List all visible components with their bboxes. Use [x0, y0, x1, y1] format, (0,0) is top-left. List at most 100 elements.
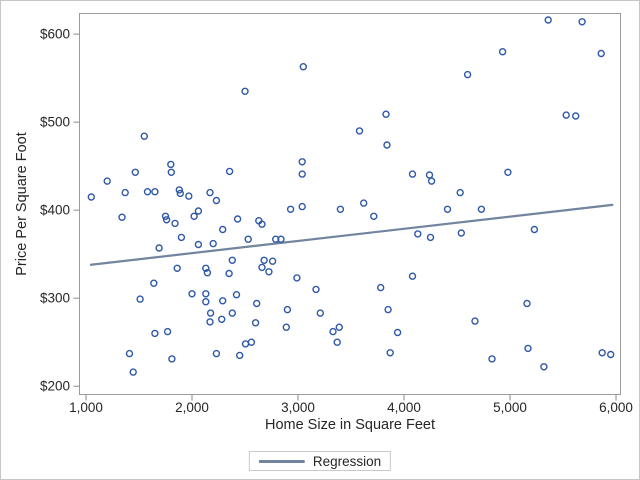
scatter-point [203, 269, 212, 277]
scatter-point [143, 187, 152, 196]
scatter-point [140, 132, 149, 140]
scatter-point [177, 233, 186, 242]
scatter-point [393, 328, 402, 337]
scatter-point [175, 186, 184, 194]
scatter-point [463, 70, 472, 79]
scatter-point [103, 177, 111, 185]
legend-label: Regression [312, 453, 382, 469]
scatter-point [171, 219, 179, 228]
scatter-point [336, 205, 345, 214]
x-tick-label: 3,000 [281, 400, 315, 415]
scatter-point [167, 168, 176, 177]
scatter-point [233, 215, 242, 223]
scatter-point [225, 167, 234, 176]
scatter-point [384, 305, 392, 314]
scatter-point [498, 48, 507, 56]
scatter-point [377, 283, 385, 292]
scatter-point [427, 177, 436, 185]
scatter-point [121, 188, 129, 197]
x-tick-label: 6,000 [599, 400, 633, 415]
scatter-point [277, 235, 285, 243]
scatter-point [333, 338, 341, 346]
scatter-point [426, 233, 435, 242]
scatter-point [225, 269, 233, 278]
scatter-point [168, 355, 176, 363]
x-axis-title: Home Size in Square Feet [264, 417, 436, 433]
scatter-point [251, 319, 260, 327]
scatter-point [443, 205, 452, 214]
scatter-point [212, 196, 221, 205]
scatter-point [155, 244, 163, 252]
scatter-point [329, 327, 337, 336]
scatter-point [87, 193, 96, 201]
scatter-point [194, 207, 203, 215]
y-tick-label: $300 [40, 291, 70, 306]
scatter-point [272, 235, 280, 243]
scatter-point [212, 349, 221, 358]
scatter-point [241, 340, 250, 348]
scatter-point [232, 291, 241, 299]
scatter-point [218, 225, 227, 234]
y-tick-label: $500 [40, 115, 70, 130]
scatter-point [477, 205, 486, 214]
scatter-point [131, 168, 140, 177]
scatter-point [209, 239, 217, 248]
scatter-point [360, 199, 368, 207]
scatter-point [286, 205, 295, 214]
scatter-point [298, 170, 306, 178]
scatter-point [129, 368, 137, 376]
scatter-point [202, 264, 210, 272]
scatter-point [258, 220, 266, 228]
scatter-point [136, 295, 144, 303]
regression-line-sample-icon [258, 459, 305, 463]
scatter-point [293, 274, 301, 282]
scatter-point [386, 349, 394, 357]
scatter-point [607, 350, 615, 359]
scatter-point [235, 351, 244, 360]
y-tick-label: $200 [40, 379, 70, 394]
scatter-point [370, 212, 378, 221]
scatter-point [471, 317, 479, 325]
y-tick-label: $400 [40, 203, 70, 218]
scatter-point [202, 290, 210, 298]
scatter-point [523, 299, 531, 308]
scatter-point [150, 279, 158, 287]
scatter-point [578, 18, 586, 26]
scatter-point [504, 168, 512, 177]
x-tick-label: 4,000 [387, 400, 421, 415]
scatter-point [162, 216, 171, 224]
scatter-point [151, 187, 159, 196]
x-tick-label: 2,000 [175, 400, 209, 415]
scatter-point [206, 318, 214, 326]
scatter-point [425, 171, 434, 179]
scatter-point [382, 110, 390, 118]
scatter-point [206, 309, 215, 317]
scatter-point [414, 230, 422, 238]
x-tick-label: 5,000 [493, 400, 527, 415]
scatter-point [312, 285, 320, 294]
scatter-point [299, 62, 307, 71]
scatter-point [598, 349, 606, 357]
scatter-point [217, 315, 226, 323]
scatter-point [173, 264, 181, 272]
scatter-point [265, 268, 273, 276]
legend: Regression [248, 451, 392, 471]
scatter-point [185, 192, 193, 200]
x-tick-label: 1,000 [69, 400, 103, 415]
scatter-point [572, 112, 580, 120]
scatter-point [241, 87, 249, 96]
scatter-point [298, 202, 306, 211]
scatter-point [151, 329, 159, 338]
scatter-point [540, 363, 548, 371]
scatter-point [457, 229, 465, 237]
scatter-point [408, 170, 417, 178]
scatter-point [316, 309, 324, 317]
scatter-point [260, 256, 268, 264]
scatter-point [335, 323, 343, 331]
scatter-point [194, 240, 203, 249]
scatter-point [118, 213, 126, 221]
scatter-point [176, 189, 185, 198]
scatter-point [488, 355, 496, 363]
scatter-point [282, 323, 290, 331]
